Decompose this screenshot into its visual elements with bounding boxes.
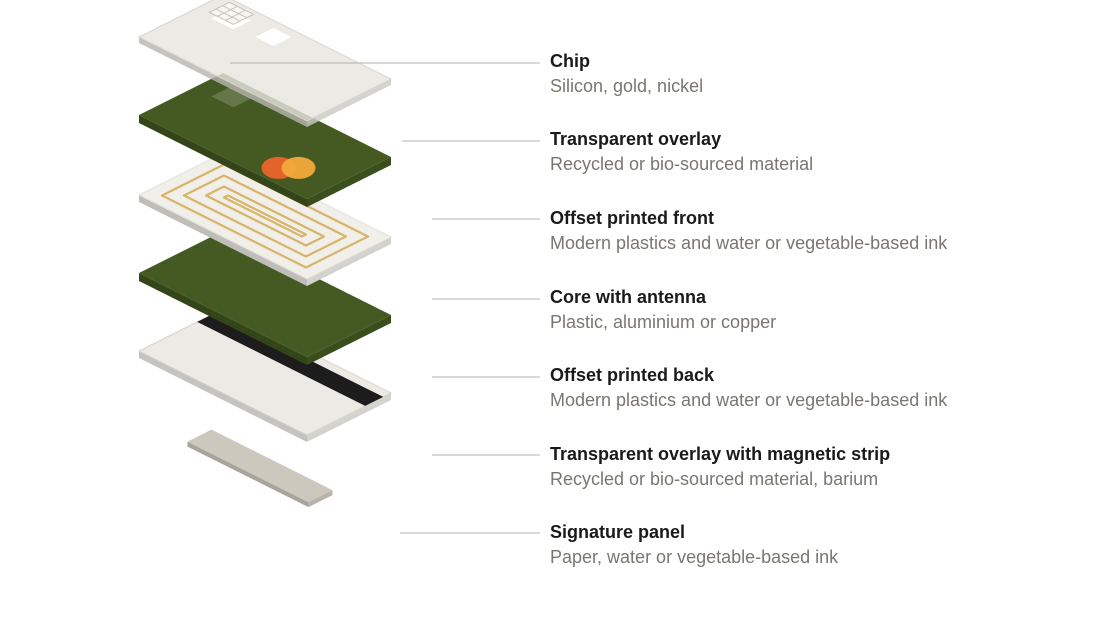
label-overlay_front: Transparent overlayRecycled or bio-sourc…	[550, 128, 1070, 176]
label-title: Offset printed back	[550, 364, 1070, 387]
label-subtitle: Recycled or bio-sourced material, barium	[550, 468, 1070, 491]
label-subtitle: Recycled or bio-sourced material	[550, 153, 1070, 176]
label-title: Offset printed front	[550, 207, 1070, 230]
label-core: Core with antennaPlastic, aluminium or c…	[550, 286, 1070, 334]
label-title: Chip	[550, 50, 1070, 73]
label-subtitle: Plastic, aluminium or copper	[550, 311, 1070, 334]
layer-signature	[187, 430, 332, 507]
label-chip: ChipSilicon, gold, nickel	[550, 50, 1070, 98]
label-subtitle: Modern plastics and water or vegetable-b…	[550, 232, 1070, 255]
label-title: Transparent overlay with magnetic strip	[550, 443, 1070, 466]
label-overlay_back: Transparent overlay with magnetic stripR…	[550, 443, 1070, 491]
mastercard-right-icon	[282, 157, 316, 179]
label-subtitle: Silicon, gold, nickel	[550, 75, 1070, 98]
label-printed_front: Offset printed frontModern plastics and …	[550, 207, 1070, 255]
label-printed_back: Offset printed backModern plastics and w…	[550, 364, 1070, 412]
label-title: Transparent overlay	[550, 128, 1070, 151]
label-subtitle: Paper, water or vegetable-based ink	[550, 546, 1070, 569]
label-subtitle: Modern plastics and water or vegetable-b…	[550, 389, 1070, 412]
label-title: Core with antenna	[550, 286, 1070, 309]
label-title: Signature panel	[550, 521, 1070, 544]
label-signature: Signature panelPaper, water or vegetable…	[550, 521, 1070, 569]
diagram-stage: ChipSilicon, gold, nickel Transparent ove…	[0, 0, 1100, 617]
